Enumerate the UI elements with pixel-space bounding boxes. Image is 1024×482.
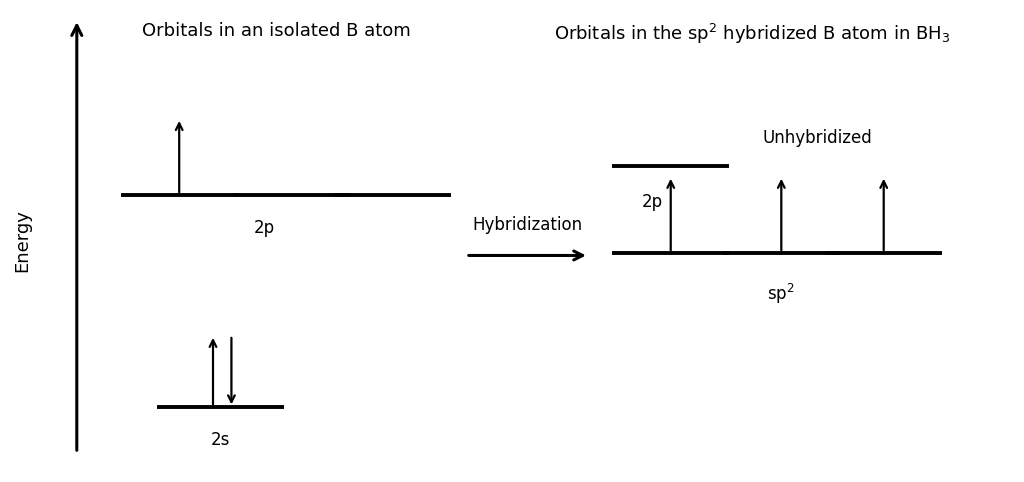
Text: Orbitals in the sp$^2$ hybridized B atom in BH$_3$: Orbitals in the sp$^2$ hybridized B atom… [554, 22, 951, 46]
Text: 2p: 2p [641, 193, 663, 211]
Text: Unhybridized: Unhybridized [763, 129, 872, 147]
Text: sp$^2$: sp$^2$ [768, 282, 795, 306]
Text: 2s: 2s [211, 431, 229, 449]
Text: Energy: Energy [13, 210, 32, 272]
Text: 2p: 2p [254, 219, 274, 237]
Text: Hybridization: Hybridization [472, 216, 583, 234]
Text: Orbitals in an isolated B atom: Orbitals in an isolated B atom [142, 22, 411, 40]
